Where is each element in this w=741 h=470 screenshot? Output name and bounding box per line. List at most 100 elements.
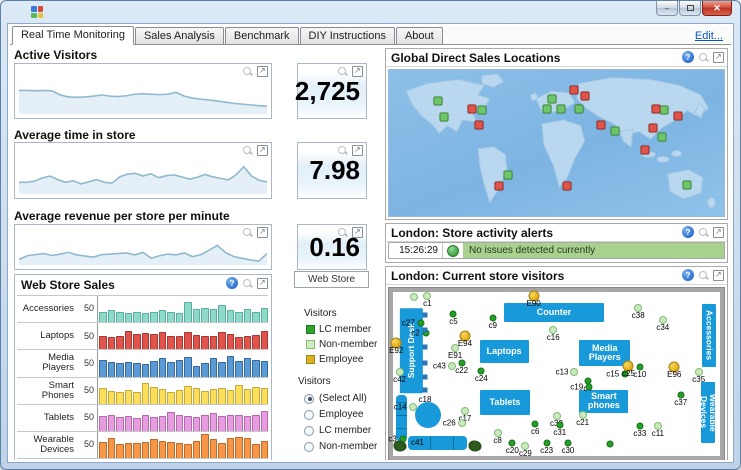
help-icon[interactable]: ? [226,277,238,289]
visitor-label: c38 [631,311,645,321]
radio-button[interactable] [304,441,314,452]
map-marker-green [574,104,584,114]
bar [226,415,234,431]
bar [167,391,175,404]
bar [260,388,268,404]
open-window-icon[interactable] [713,226,724,238]
bar [175,336,183,350]
visitor-dot-dark [585,383,593,391]
radio-label: Non-member [319,441,378,452]
bar [167,312,175,323]
map-marker-red [648,123,658,133]
zoom-icon[interactable] [698,52,709,63]
open-window-icon[interactable] [352,227,363,238]
visitor-label: E96 [667,369,682,379]
zoom-icon[interactable] [337,145,348,156]
open-window-icon[interactable] [257,227,268,238]
visitor-label: c25 [621,368,635,378]
tab-diy-instructions[interactable]: DIY Instructions [299,27,395,44]
zoom-icon[interactable] [337,66,348,77]
open-window-icon[interactable] [257,66,268,77]
help-icon[interactable]: ? [682,226,694,238]
visitor-label: c41 [410,437,424,447]
category-label: Media Players [42,352,74,374]
avg-revenue-title: Average revenue per store per minute [14,209,230,223]
close-button[interactable]: ✕ [702,1,732,16]
radio-option-lc-member[interactable]: LC member [304,425,377,436]
visitor-label: c22 [455,366,469,376]
avg-time-value-panel: 7.98 [297,142,367,199]
bar [218,362,226,377]
visitor-label: c42 [393,375,406,385]
bar [192,388,200,404]
zoom-icon[interactable] [698,227,709,238]
zone-wearable-devices: Wearable Devices [699,382,718,443]
radio-option--select-all-[interactable]: (Select All) [304,393,377,404]
minimize-button[interactable]: – [656,1,678,16]
axis-tick-label: 50 [83,439,94,450]
zoom-icon[interactable] [337,227,348,238]
open-window-icon[interactable] [713,269,724,281]
bar [116,336,124,350]
zoom-icon[interactable] [698,270,709,281]
zoom-icon[interactable] [242,278,253,289]
bar [133,363,141,377]
zoom-icon[interactable] [242,227,253,238]
visitor-label: c11 [651,429,665,439]
open-window-icon[interactable] [352,66,363,77]
radio-option-non-member[interactable]: Non-member [304,441,377,452]
map-marker-green [477,105,487,115]
visitor-dot-gold [622,360,634,372]
edit-link[interactable]: Edit... [694,30,723,42]
bar [116,444,124,459]
open-window-icon[interactable] [257,277,268,289]
bar [99,388,107,404]
visitors-legend: LC member Non-member Employee [306,324,377,365]
visitor-label: c10 [633,370,647,380]
visitor-label: c13 [555,367,569,377]
radio-button[interactable] [304,425,314,436]
axis-tick-label: 50 [83,330,94,341]
avg-revenue-sparkline-panel [14,224,272,270]
radio-button[interactable] [304,409,314,420]
visitors-legend-title: Visitors [304,308,337,319]
tab-benchmark[interactable]: Benchmark [224,27,299,44]
legend-label: Employee [319,354,364,365]
map-marker-red [640,145,650,155]
map-marker-green [542,104,552,114]
bar [107,362,115,377]
tab-real-time-monitoring[interactable]: Real Time Monitoring [12,26,134,45]
zoom-icon[interactable] [242,66,253,77]
help-icon[interactable]: ? [682,51,694,63]
open-window-icon[interactable] [713,51,724,63]
maximize-button[interactable] [679,1,701,16]
avg-time-value: 7.98 [309,155,360,185]
web-store-button[interactable]: Web Store [294,271,369,288]
bar [150,439,158,459]
bar [201,362,209,377]
radio-button[interactable] [304,393,314,404]
visitor-label: c19 [570,382,584,392]
bar [226,437,234,459]
visitor-dot-dark [531,420,539,428]
category-label: Smart Phones [41,379,74,401]
visitor-dot-gold [668,361,680,373]
bar [209,389,217,404]
tab-sales-analysis[interactable]: Sales Analysis [134,27,224,44]
open-window-icon[interactable] [257,145,268,156]
bar [133,312,141,323]
help-icon[interactable]: ? [682,269,694,281]
visitor-dot-dark [477,367,485,375]
legend-item-lc-member: LC member [306,324,377,335]
radio-option-employee[interactable]: Employee [304,409,377,420]
tab-about[interactable]: About [395,27,443,44]
visitor-dot-pale [410,292,419,301]
titlebar[interactable]: – ✕ [1,1,740,23]
visitor-dot-pale [423,292,432,301]
open-window-icon[interactable] [352,145,363,156]
visitor-label: c3 [388,434,397,444]
category-label: Accessories [22,303,74,315]
avg-time-sparkline-panel [14,142,272,199]
zoom-icon[interactable] [242,145,253,156]
avg-time-title: Average time in store [14,128,136,142]
